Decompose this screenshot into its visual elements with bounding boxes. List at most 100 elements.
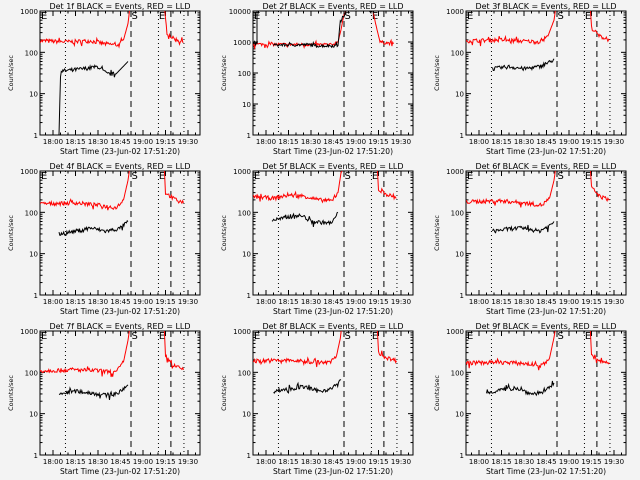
- lld-red-series-line: [164, 11, 184, 46]
- x-tick-label: 18:00: [469, 138, 489, 146]
- x-tick-label: 18:30: [88, 138, 108, 146]
- event-marker-E: E: [159, 331, 165, 342]
- lld-red-series-line: [163, 171, 184, 205]
- panel-det-8: Det 8f BLACK = Events, RED = LLD 1 10 100 10…: [220, 322, 414, 476]
- lld-red-series-line: [376, 331, 397, 365]
- y-tick-label: 100: [238, 70, 251, 78]
- x-tick-label: 18:30: [301, 138, 321, 146]
- plot-frame: [39, 330, 201, 456]
- y-tick-label: 1000: [233, 168, 251, 176]
- panel-title: Det 4f BLACK = Events, RED = LLD: [49, 162, 190, 171]
- lld-red-series-line: [372, 11, 394, 47]
- panel-title: Det 6f BLACK = Events, RED = LLD: [475, 162, 616, 171]
- x-tick-label: 19:30: [178, 458, 198, 466]
- y-tick-label: 10: [29, 411, 38, 419]
- lld-red-series-line: [376, 171, 397, 201]
- y-tick-label: 1: [460, 292, 464, 300]
- plot-frame: [39, 10, 201, 136]
- x-tick-label: 18:30: [88, 458, 108, 466]
- plot-frame: [252, 10, 414, 136]
- events-black-series-line: [58, 384, 129, 400]
- lld-red-series-line: [40, 171, 130, 211]
- y-tick-label: 10: [242, 251, 251, 259]
- event-marker-S: S: [131, 11, 137, 22]
- y-axis-label: Counts/sec: [7, 375, 15, 411]
- plot-frame: [465, 330, 627, 456]
- x-tick-label: 18:15: [278, 458, 298, 466]
- panel-det-2: Det 2f BLACK = Events, RED = LLD 1 10 100 10…: [220, 2, 414, 156]
- events-black-series-line: [492, 58, 555, 72]
- events-black-series-line: [492, 221, 555, 234]
- x-tick-label: 19:15: [368, 458, 388, 466]
- x-tick-label: 19:15: [581, 138, 601, 146]
- panel-title: Det 2f BLACK = Events, RED = LLD: [262, 2, 403, 11]
- lld-red-series-line: [163, 331, 184, 371]
- x-tick-label: 19:30: [391, 138, 411, 146]
- panel-title: Det 5f BLACK = Events, RED = LLD: [262, 162, 403, 171]
- events-black-series-line: [58, 61, 129, 135]
- y-tick-label: 1000: [20, 8, 38, 16]
- x-tick-label: 19:15: [368, 298, 388, 306]
- x-tick-label: 18:00: [43, 458, 63, 466]
- event-marker-E: E: [585, 171, 591, 182]
- event-marker-S: S: [344, 171, 350, 182]
- x-tick-label: 19:00: [133, 298, 153, 306]
- x-tick-label: 18:15: [65, 458, 85, 466]
- y-tick-label: 1: [34, 132, 38, 140]
- y-tick-label: 1000: [446, 328, 464, 336]
- x-tick-label: 18:00: [43, 138, 63, 146]
- event-marker-E: E: [159, 171, 165, 182]
- event-marker-S: S: [557, 11, 563, 22]
- lld-red-series-line: [466, 171, 556, 208]
- y-tick-label: 1000: [446, 8, 464, 16]
- events-black-series-line: [486, 380, 555, 397]
- data-area: [40, 171, 184, 236]
- y-tick-label: 1: [34, 292, 38, 300]
- x-tick-label: 18:00: [256, 138, 276, 146]
- event-marker-E: E: [372, 331, 378, 342]
- x-tick-label: 18:45: [110, 458, 130, 466]
- y-axis-label: Counts/sec: [433, 55, 441, 91]
- x-tick-label: 19:30: [178, 298, 198, 306]
- y-tick-label: 1: [247, 132, 251, 140]
- x-tick-label: 18:15: [65, 298, 85, 306]
- lld-red-series-line: [40, 11, 130, 49]
- y-tick-label: 1000: [20, 328, 38, 336]
- x-axis-label: Start Time (23-Jun-02 17:51:20): [60, 147, 180, 156]
- x-tick-label: 18:45: [536, 458, 556, 466]
- y-axis-label: Counts/sec: [220, 375, 228, 411]
- y-tick-label: 100: [25, 209, 38, 217]
- y-tick-label: 1000: [233, 39, 251, 47]
- x-tick-label: 19:00: [346, 138, 366, 146]
- x-tick-label: 19:15: [155, 298, 175, 306]
- event-marker-E: E: [585, 331, 591, 342]
- lld-red-series-line: [253, 331, 342, 368]
- event-marker-S: S: [557, 331, 563, 342]
- y-axis-label: Counts/sec: [7, 215, 15, 251]
- events-black-series-line: [271, 211, 339, 227]
- x-tick-label: 18:45: [323, 298, 343, 306]
- x-tick-label: 18:30: [301, 298, 321, 306]
- events-black-series-line: [369, 11, 375, 15]
- event-marker-S: S: [557, 171, 563, 182]
- panel-title: Det 9f BLACK = Events, RED = LLD: [475, 322, 616, 331]
- x-tick-label: 18:00: [256, 298, 276, 306]
- x-tick-label: 19:30: [604, 458, 624, 466]
- x-tick-label: 19:15: [581, 458, 601, 466]
- y-tick-label: 100: [451, 369, 464, 377]
- x-tick-label: 18:15: [491, 458, 511, 466]
- y-tick-label: 100: [451, 209, 464, 217]
- y-tick-label: 10: [29, 251, 38, 259]
- event-marker-S: S: [131, 331, 137, 342]
- x-tick-label: 19:30: [604, 298, 624, 306]
- y-tick-label: 1: [247, 452, 251, 460]
- y-tick-label: 10: [455, 91, 464, 99]
- event-marker-E: E: [254, 331, 260, 342]
- y-tick-label: 10: [242, 101, 251, 109]
- data-area: [40, 11, 184, 135]
- x-tick-label: 19:30: [391, 298, 411, 306]
- plot-frame: [465, 170, 627, 296]
- y-tick-label: 1: [460, 452, 464, 460]
- x-tick-label: 19:00: [346, 298, 366, 306]
